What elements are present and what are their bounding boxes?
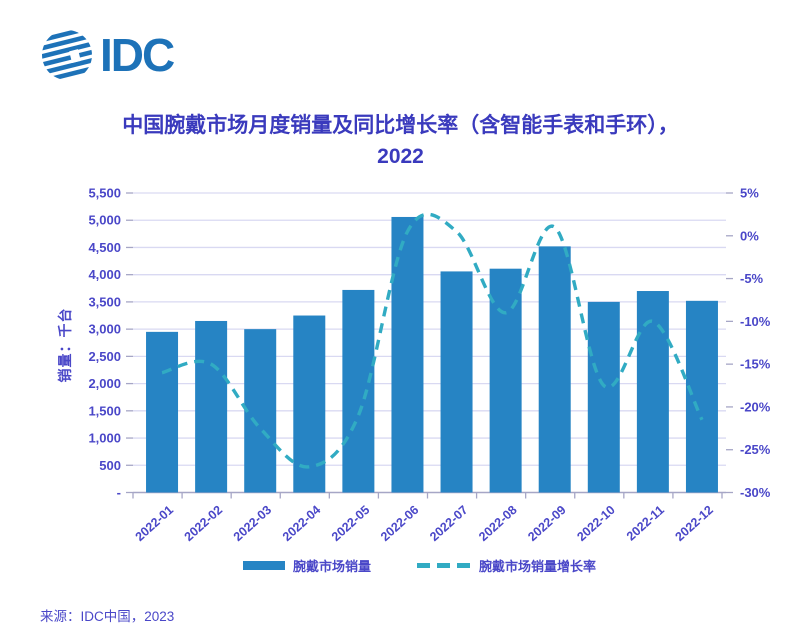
bar-2022-12 [685,300,718,493]
bar-2022-09 [538,246,571,493]
y-right-tick: -20% [740,399,771,414]
bar-2022-03 [244,329,277,493]
bar-2022-07 [440,271,473,493]
x-tick-2022-07: 2022-07 [427,503,470,544]
legend-label-sales: 腕戴市场销量 [293,559,372,574]
gridlines [133,192,726,466]
x-tick-2022-06: 2022-06 [378,503,421,544]
y-right-tick: -5% [740,271,764,286]
y-left-tick: 2,000 [88,376,121,391]
y-left-tick: - [117,485,121,500]
chart-subtitle: 2022 [377,145,424,168]
idc-globe-icon [40,28,94,82]
growth-rate-line [161,212,704,469]
bar-2022-04 [293,315,326,493]
legend-label-growth: 腕戴市场销量增长率 [479,559,597,574]
x-tick-2022-05: 2022-05 [329,503,372,544]
legend: 腕戴市场销量 腕戴市场销量增长率 [243,556,596,575]
y-right-tick: 5% [740,186,759,201]
legend-item-growth: 腕戴市场销量增长率 [417,556,596,575]
y-right-tick: -30% [740,485,771,500]
y-left-tick: 500 [99,458,121,473]
y-left-tick: 3,500 [88,294,121,309]
y-left-tick: 5,000 [88,213,121,228]
x-tick-2022-12: 2022-12 [673,503,716,544]
x-tick-2022-09: 2022-09 [525,503,568,544]
chart-title: 中国腕戴市场月度销量及同比增长率（含智能手表和手环）， [122,114,679,137]
x-tick-2022-08: 2022-08 [476,503,519,544]
bar-2022-08 [489,268,522,493]
source-note: 来源：IDC中国，2023 [40,609,175,624]
y-left-tick: 5,500 [88,186,121,201]
y-left-tick-labels: - 500 1,000 1,500 2,000 2,500 3,000 3,500 4,000 4… [88,186,121,501]
chart-title-block: 中国腕戴市场月度销量及同比增长率（含智能手表和手环）， 2022 [0,110,801,172]
y-left-tick: 4,000 [88,267,121,282]
y-left-tick: 2,500 [88,349,121,364]
idc-logo: IDC [40,28,175,82]
y-right-tick: -10% [740,314,771,329]
growth-dash-icon [417,563,472,568]
legend-item-sales: 腕戴市场销量 [243,556,371,575]
bar-2022-10 [587,301,620,493]
bar-2022-11 [636,291,669,493]
y-right-tick: -15% [740,357,771,372]
x-axis-labels: 2022-01 2022-02 2022-03 2022-04 2022-05 2022-… [133,503,716,544]
logo-text: IDC [100,29,175,81]
sales-bars [146,216,718,493]
y-left-tick: 3,000 [88,322,121,337]
bar-2022-02 [195,320,228,493]
y-left-tick: 1,500 [88,403,121,418]
axis-ticks [126,192,733,499]
x-tick-2022-03: 2022-03 [231,503,274,544]
y-left-tick: 4,500 [88,240,121,255]
bar-2022-05 [342,289,375,493]
y-left-tick: 1,000 [88,431,121,446]
sales-swatch-icon [243,561,285,570]
y-right-tick: -25% [740,442,771,457]
x-tick-2022-10: 2022-10 [574,503,617,544]
y-right-tick: 0% [740,228,759,243]
x-tick-2022-02: 2022-02 [182,503,225,544]
y-right-tick-labels: -30% -25% -20% -15% -10% -5% 0% 5% [740,186,771,501]
x-tick-2022-11: 2022-11 [624,503,667,544]
x-tick-2022-01: 2022-01 [133,503,176,544]
bar-2022-01 [146,331,179,493]
x-tick-2022-04: 2022-04 [280,503,323,544]
